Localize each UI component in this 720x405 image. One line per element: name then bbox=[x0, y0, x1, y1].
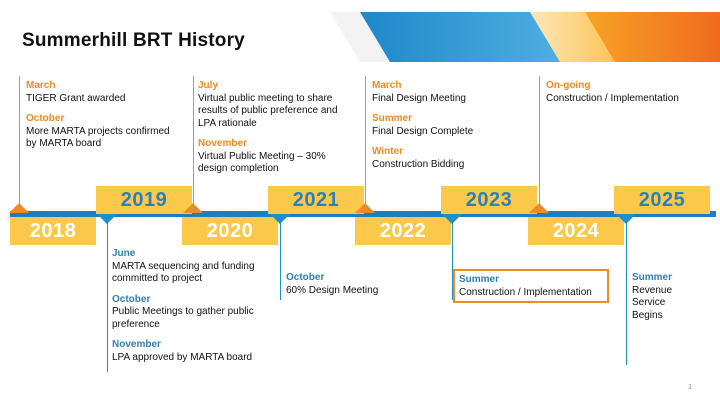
connector-2023 bbox=[452, 220, 453, 300]
milestones-2023: Summer Construction / Implementation bbox=[453, 269, 609, 303]
milestone-heading: June bbox=[112, 248, 136, 259]
milestone-text: Final Design Meeting bbox=[372, 92, 466, 104]
milestone-text: Final Design Complete bbox=[372, 125, 474, 137]
marker-2020 bbox=[183, 203, 203, 213]
milestone-heading: October bbox=[286, 272, 325, 283]
timeline-bar bbox=[10, 211, 716, 217]
milestone-text: TIGER Grant awarded bbox=[26, 92, 126, 104]
milestone-heading: Summer bbox=[632, 272, 673, 283]
year-2020: 2020 bbox=[182, 217, 278, 245]
milestone-text: Construction / Implementation bbox=[546, 92, 679, 104]
page-number: 1 bbox=[688, 384, 692, 391]
milestone-heading: November bbox=[198, 138, 247, 149]
year-2019: 2019 bbox=[96, 186, 192, 214]
milestone-text: Revenue Service Begins bbox=[632, 284, 673, 321]
milestone-text: Construction Bidding bbox=[372, 158, 465, 170]
blue-stripe bbox=[360, 12, 590, 62]
year-2024: 2024 bbox=[528, 217, 624, 245]
milestones-2024: On-going Construction / Implementation bbox=[546, 80, 706, 105]
milestone-text: Virtual public meeting to share results … bbox=[198, 92, 338, 129]
milestones-2025: Summer Revenue Service Begins bbox=[632, 272, 680, 322]
milestones-2022: March Final Design Meeting Summer Final … bbox=[372, 80, 522, 171]
year-2025: 2025 bbox=[614, 186, 710, 214]
milestones-2018: March TIGER Grant awarded October More M… bbox=[26, 80, 176, 151]
milestones-2019: June MARTA sequencing and funding commit… bbox=[112, 248, 268, 364]
milestone-heading: Summer bbox=[372, 113, 413, 124]
header-decoration bbox=[330, 12, 720, 62]
milestones-2020: July Virtual public meeting to share res… bbox=[198, 80, 352, 176]
milestone-text: MARTA sequencing and funding committed t… bbox=[112, 260, 255, 285]
year-2018: 2018 bbox=[10, 217, 96, 245]
milestone-heading: On-going bbox=[546, 80, 591, 91]
year-2022: 2022 bbox=[355, 217, 451, 245]
milestone-heading: March bbox=[372, 80, 402, 91]
connector-2020 bbox=[193, 76, 194, 206]
milestone-heading: Winter bbox=[372, 146, 404, 157]
year-2021: 2021 bbox=[268, 186, 364, 214]
milestone-heading: October bbox=[26, 113, 65, 124]
milestone-text: 60% Design Meeting bbox=[286, 284, 379, 296]
marker-2021 bbox=[270, 214, 290, 224]
milestone-heading: Summer bbox=[459, 274, 500, 285]
connector-2022 bbox=[365, 76, 366, 206]
milestone-heading: July bbox=[198, 80, 219, 91]
milestone-text: Construction / Implementation bbox=[459, 286, 592, 298]
page-title: Summerhill BRT History bbox=[22, 30, 245, 51]
milestone-heading: October bbox=[112, 293, 151, 305]
marker-2024 bbox=[529, 203, 549, 213]
milestone-text: LPA approved by MARTA board bbox=[112, 351, 253, 363]
milestone-text: Public Meetings to gather public prefere… bbox=[112, 306, 254, 330]
connector-2025 bbox=[626, 220, 627, 365]
marker-2023 bbox=[442, 214, 462, 224]
milestone-text: Virtual Public Meeting – 30% design comp… bbox=[198, 150, 326, 175]
marker-2019 bbox=[97, 214, 117, 224]
connector-2018 bbox=[19, 76, 20, 206]
connector-2021 bbox=[280, 220, 281, 300]
milestone-heading: November bbox=[112, 339, 161, 350]
orange-stripe bbox=[585, 12, 720, 62]
milestone-heading: March bbox=[26, 80, 56, 91]
connector-2019 bbox=[107, 220, 108, 372]
marker-2022 bbox=[355, 203, 375, 213]
milestones-2021: October 60% Design Meeting bbox=[286, 272, 426, 297]
marker-2025 bbox=[616, 214, 636, 224]
milestone-text: More MARTA projects confirmed by MARTA b… bbox=[26, 125, 170, 150]
marker-2018 bbox=[9, 203, 29, 213]
year-2023: 2023 bbox=[441, 186, 537, 214]
connector-2024 bbox=[539, 76, 540, 206]
